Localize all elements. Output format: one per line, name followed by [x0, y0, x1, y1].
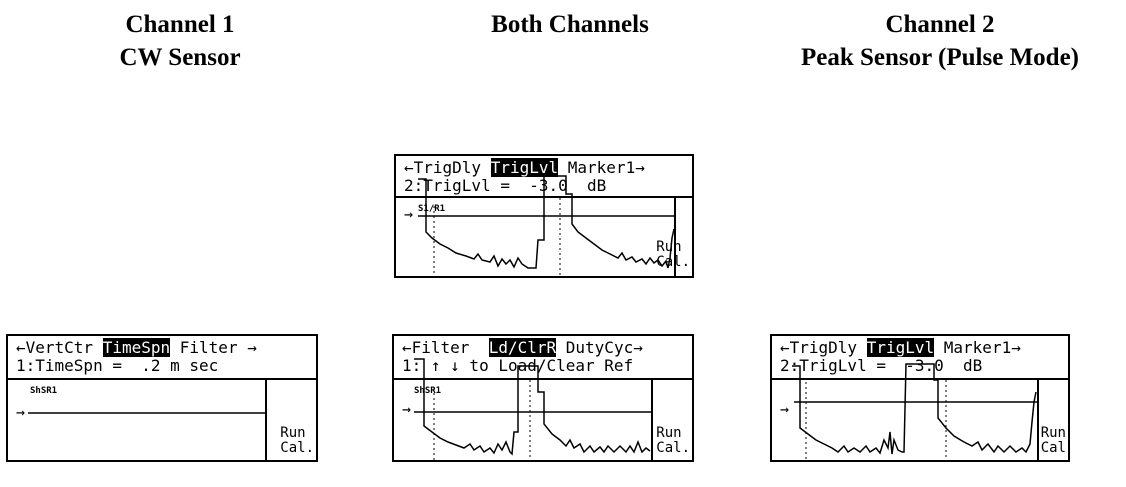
trace-waveform [418, 175, 675, 269]
waveform-display [772, 363, 1068, 460]
menu-prev-item[interactable]: ←Filter [402, 338, 489, 357]
heading-channel-2-title: Channel 2 [885, 11, 995, 38]
cal-label: Cal. [656, 440, 690, 456]
trigger-arrow-icon: → [402, 400, 412, 418]
lcd-screen-channel-1: ←VertCtr TimeSpn Filter → 1:TimeSpn = .2… [6, 334, 318, 462]
lcd-screen-top-both: ←TrigDly TrigLvl Marker1→ 2:TrigLvl = -3… [394, 154, 694, 278]
heading-channel-1-title: Channel 1 [125, 11, 235, 38]
trace-label: ShSR1 [414, 386, 442, 396]
lcd-screen-both-channels: ←Filter Ld/ClrR DutyCyc→ 1: ↑ ↓ to Load/… [392, 334, 694, 462]
trigger-arrow-icon: → [16, 403, 26, 421]
cal-label: Cal. [280, 440, 314, 456]
trace-waveform [792, 363, 1037, 455]
menu-line: ←TrigDly TrigLvl Marker1→ [780, 338, 1021, 357]
trace-label: S1/R1 [418, 204, 446, 214]
menu-line: ←VertCtr TimeSpn Filter → [16, 338, 257, 357]
menu-next-item[interactable]: DutyCyc→ [556, 338, 643, 357]
trigger-arrow-icon: → [780, 400, 790, 418]
heading-both-channels: Both Channels [470, 8, 670, 41]
lcd-screen-channel-2: ←TrigDly TrigLvl Marker1→ 2:TrigLvl = -3… [770, 334, 1070, 462]
heading-channel-2: Channel 2 Peak Sensor (Pulse Mode) [760, 8, 1120, 74]
menu-selected-item[interactable]: TrigLvl [866, 338, 935, 357]
menu-line: ←Filter Ld/ClrR DutyCyc→ [402, 338, 643, 357]
menu-selected-item[interactable]: Ld/ClrR [488, 338, 557, 357]
menu-prev-item[interactable]: ←TrigDly [404, 158, 491, 177]
run-cal-status: Run Cal [1041, 426, 1066, 456]
menu-next-item[interactable]: Filter → [170, 338, 257, 357]
run-cal-status: Run Cal. [656, 240, 690, 270]
menu-prev-item[interactable]: ←TrigDly [780, 338, 867, 357]
value-line: 1:TimeSpn = .2 m sec [16, 356, 219, 375]
menu-prev-item[interactable]: ←VertCtr [16, 338, 103, 357]
heading-channel-2-subtitle: Peak Sensor (Pulse Mode) [801, 44, 1079, 71]
trace-label: ShSR1 [30, 386, 58, 396]
heading-channel-1-subtitle: CW Sensor [119, 44, 241, 71]
waveform-display [396, 175, 692, 276]
run-label: Run [1040, 425, 1066, 441]
menu-line: ←TrigDly TrigLvl Marker1→ [404, 158, 645, 177]
trigger-arrow-icon: → [404, 205, 414, 223]
menu-next-item[interactable]: Marker1→ [934, 338, 1021, 357]
run-label: Run [656, 239, 682, 255]
menu-selected-item[interactable]: TimeSpn [102, 338, 171, 357]
cal-label: Cal [1040, 440, 1066, 456]
run-cal-status: Run Cal. [656, 426, 690, 456]
menu-next-item[interactable]: Marker1→ [558, 158, 645, 177]
run-cal-status: Run Cal. [280, 426, 314, 456]
run-label: Run [280, 425, 306, 441]
heading-both-channels-title: Both Channels [491, 11, 649, 38]
trace-waveform [414, 358, 651, 456]
waveform-display [394, 358, 692, 460]
cal-label: Cal. [656, 254, 690, 270]
value-line: 1: ↑ ↓ to Load/Clear Ref [402, 356, 634, 375]
menu-selected-item[interactable]: TrigLvl [490, 158, 559, 177]
waveform-display [8, 378, 316, 460]
heading-channel-1: Channel 1 CW Sensor [95, 8, 265, 74]
run-label: Run [656, 425, 682, 441]
